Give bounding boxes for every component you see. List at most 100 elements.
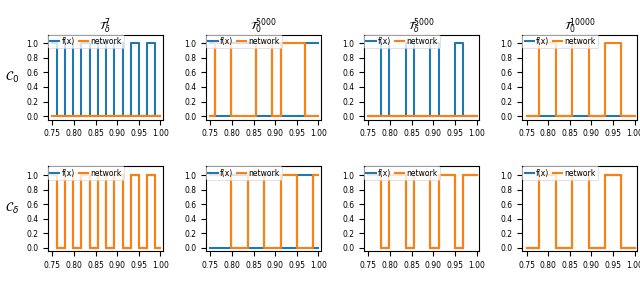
network: [227, 42, 235, 45]
network: [585, 114, 593, 118]
network: [451, 173, 459, 177]
Legend: f(x), network: f(x), network: [364, 35, 440, 48]
f(x): [276, 114, 284, 118]
Line: f(x): f(x): [211, 175, 319, 248]
network: [211, 42, 219, 45]
Legend: f(x), network: f(x), network: [48, 35, 124, 48]
f(x): [402, 114, 410, 118]
Line: f(x): f(x): [211, 43, 319, 116]
network: [244, 173, 252, 177]
network: [207, 173, 214, 177]
f(x): [111, 114, 118, 118]
f(x): [301, 42, 309, 45]
f(x): [211, 42, 219, 45]
f(x): [269, 114, 276, 118]
f(x): [94, 173, 102, 177]
network: [143, 246, 151, 249]
network: [427, 246, 435, 249]
network: [127, 173, 134, 177]
network: [301, 114, 309, 118]
f(x): [385, 114, 393, 118]
f(x): [293, 246, 301, 249]
f(x): [435, 246, 442, 249]
f(x): [410, 173, 418, 177]
f(x): [86, 246, 93, 249]
Legend: f(x), network: f(x), network: [364, 166, 440, 180]
network: [385, 246, 393, 249]
f(x): [118, 173, 126, 177]
f(x): [252, 114, 260, 118]
f(x): [260, 173, 268, 177]
Line: f(x): f(x): [52, 43, 161, 116]
network: [61, 246, 69, 249]
f(x): [460, 173, 467, 177]
network: [523, 114, 531, 118]
f(x): [86, 173, 93, 177]
f(x): [94, 42, 102, 45]
network: [460, 246, 467, 249]
network: [568, 114, 576, 118]
f(x): [473, 173, 481, 177]
network: [601, 246, 609, 249]
network: [618, 173, 625, 177]
network: [260, 246, 268, 249]
network: [49, 173, 56, 177]
f(x): [227, 246, 235, 249]
f(x): [378, 173, 385, 177]
f(x): [618, 246, 625, 249]
f(x): [77, 246, 85, 249]
network: [385, 173, 393, 177]
network: [118, 246, 126, 249]
f(x): [118, 42, 126, 45]
network: [94, 173, 102, 177]
network: [536, 42, 543, 45]
f(x): [402, 246, 410, 249]
network: [157, 246, 164, 249]
network: [410, 173, 418, 177]
f(x): [127, 114, 134, 118]
Line: network: network: [211, 175, 319, 248]
f(x): [585, 173, 593, 177]
Line: network: network: [527, 43, 635, 116]
f(x): [601, 173, 609, 177]
network: [536, 114, 543, 118]
f(x): [402, 42, 410, 45]
f(x): [260, 246, 268, 249]
network: [227, 173, 235, 177]
f(x): [435, 114, 442, 118]
f(x): [385, 246, 393, 249]
network: [227, 114, 235, 118]
f(x): [410, 42, 418, 45]
network: [568, 173, 576, 177]
f(x): [102, 42, 110, 45]
f(x): [310, 173, 317, 177]
network: [552, 42, 559, 45]
f(x): [49, 42, 56, 45]
network: [135, 246, 143, 249]
network: [61, 173, 69, 177]
Line: f(x): f(x): [369, 43, 477, 116]
f(x): [135, 173, 143, 177]
f(x): [111, 42, 118, 45]
Title: $\mathcal{T}_0^{5000}$: $\mathcal{T}_0^{5000}$: [250, 16, 277, 36]
network: [111, 246, 118, 249]
network: [276, 42, 284, 45]
f(x): [152, 42, 159, 45]
network: [536, 173, 543, 177]
network: [601, 42, 609, 45]
network: [143, 173, 151, 177]
network: [552, 114, 559, 118]
f(x): [385, 42, 393, 45]
network: [451, 246, 459, 249]
network: [410, 246, 418, 249]
f(x): [94, 114, 102, 118]
f(x): [301, 114, 309, 118]
f(x): [427, 173, 435, 177]
network: [631, 246, 639, 249]
f(x): [568, 246, 576, 249]
f(x): [157, 114, 164, 118]
f(x): [152, 246, 159, 249]
Legend: f(x), network: f(x), network: [522, 166, 598, 180]
network: [310, 246, 317, 249]
f(x): [53, 246, 61, 249]
